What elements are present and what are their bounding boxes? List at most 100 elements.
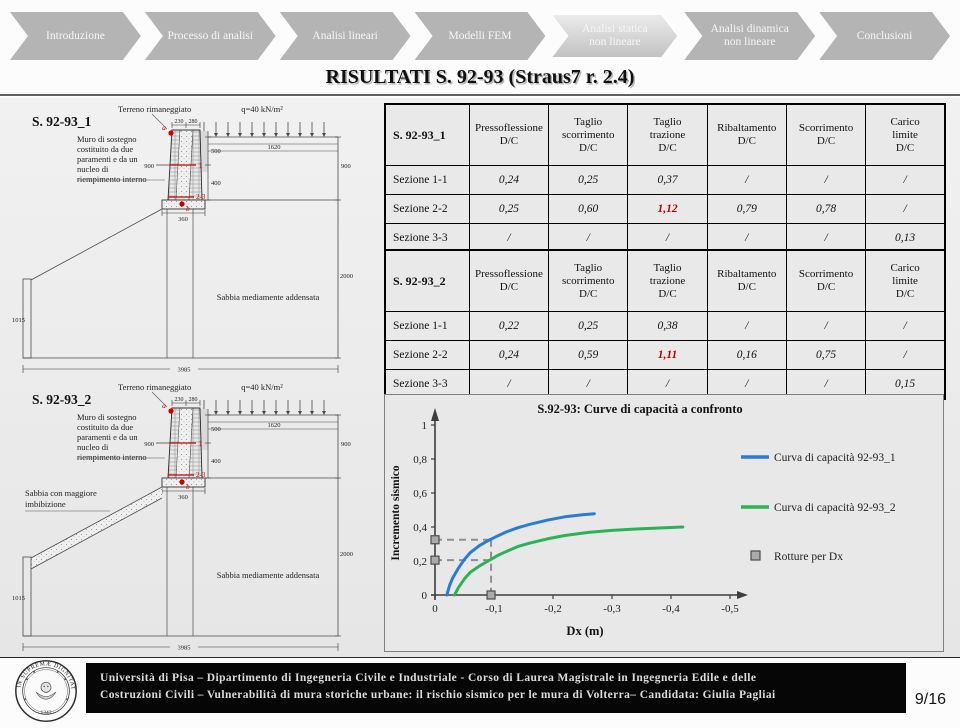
- nav-item-3: Analisi lineari: [280, 12, 411, 60]
- nav-item-label: Processo di analisi: [167, 29, 254, 42]
- footer-bar: Università di Pisa – Dipartimento di Ing…: [86, 663, 906, 713]
- value-cell: 0,16: [706, 340, 787, 370]
- column-header: Carico limite D/C: [865, 103, 946, 166]
- svg-text:q=40 kN/m²: q=40 kN/m²: [241, 104, 283, 114]
- value-cell: /: [785, 165, 867, 195]
- nav-item-label: Conclusioni: [856, 29, 913, 42]
- value-cell: 0,22: [468, 311, 550, 341]
- svg-text:2000: 2000: [340, 273, 353, 280]
- value-cell: 0,78: [785, 194, 867, 224]
- nav-item-label: Analisi dinamica non lineare: [710, 23, 789, 48]
- column-header: Taglio scorrimento D/C: [548, 103, 629, 166]
- value-cell: /: [865, 311, 946, 341]
- svg-text:b: b: [186, 204, 190, 213]
- footer-line-1: Università di Pisa – Dipartimento di Ing…: [100, 672, 757, 684]
- svg-text:-0,3: -0,3: [603, 603, 621, 615]
- svg-text:1620: 1620: [268, 144, 281, 151]
- svg-text:-0,1: -0,1: [485, 603, 502, 615]
- nav-item-7: Conclusioni: [819, 12, 950, 60]
- svg-text:230: 230: [175, 397, 184, 403]
- value-cell: /: [865, 194, 946, 224]
- svg-text:280: 280: [189, 397, 198, 403]
- value-cell: 0,79: [706, 194, 787, 224]
- svg-text:1015: 1015: [12, 595, 25, 602]
- column-header: Pressoflessione D/C: [468, 103, 550, 166]
- svg-text:costituito da due: costituito da due: [77, 144, 133, 154]
- svg-text:900: 900: [144, 441, 154, 448]
- table-name: S. 92-93_2: [384, 249, 470, 312]
- svg-text:2-3: 2-3: [196, 193, 206, 201]
- value-cell: /: [706, 311, 787, 341]
- table-row: Sezione 2-2 0,25 0,60 1,12 0,79 0,78/: [384, 194, 946, 224]
- results-table-1: S. 92-93_1 Pressoflessione D/C Taglio scor…: [384, 103, 946, 254]
- row-label: Sezione 2-2: [384, 194, 470, 224]
- nav-item-4: Modelli FEM: [415, 12, 546, 60]
- nav-item-label: Analisi lineari: [312, 29, 378, 42]
- svg-text:a: a: [162, 123, 166, 132]
- svg-text:· 1343 ·: · 1343 ·: [37, 710, 54, 716]
- svg-text:Sabbia mediamente addensata: Sabbia mediamente addensata: [217, 292, 320, 302]
- svg-text:1: 1: [199, 161, 203, 170]
- column-header: Scorrimento D/C: [785, 249, 867, 312]
- svg-text:S.92-93: Curve di capacità a c: S.92-93: Curve di capacità a confronto: [537, 402, 742, 416]
- svg-text:q=40 kN/m²: q=40 kN/m²: [241, 382, 283, 392]
- table-row: Sezione 2-2 0,24 0,59 1,11 0,16 0,75/: [384, 340, 946, 370]
- svg-text:1620: 1620: [268, 422, 281, 429]
- svg-text:0,2: 0,2: [413, 556, 427, 568]
- value-cell: /: [706, 165, 787, 195]
- nav-item-1: Introduzione: [10, 12, 141, 60]
- svg-text:Sabbia mediamente addensata: Sabbia mediamente addensata: [217, 570, 320, 580]
- svg-text:2000: 2000: [340, 551, 353, 558]
- value-cell: 0,38: [627, 311, 708, 341]
- column-header: Ribaltamento D/C: [706, 249, 787, 312]
- svg-text:0,4: 0,4: [413, 522, 427, 534]
- svg-text:400: 400: [211, 180, 221, 187]
- column-header: Taglio scorrimento D/C: [548, 249, 629, 312]
- svg-text:Rotture per Dx: Rotture per Dx: [774, 551, 843, 563]
- value-cell: 0,59: [548, 340, 629, 370]
- svg-text:riempimento interno: riempimento interno: [77, 174, 147, 184]
- svg-text:230: 230: [175, 119, 184, 125]
- column-header: Carico limite D/C: [865, 249, 946, 312]
- value-cell: /: [785, 311, 867, 341]
- table-name: S. 92-93_1: [384, 103, 470, 166]
- capacity-curves-chart: S.92-93: Curve di capacità a confronto 0 -…: [384, 394, 944, 652]
- svg-text:Muro di sostegno: Muro di sostegno: [77, 134, 137, 144]
- svg-text:3985: 3985: [178, 645, 191, 652]
- svg-text:-0,5: -0,5: [721, 603, 739, 615]
- svg-text:a: a: [162, 401, 166, 410]
- technical-drawing-section-2: S. 92-93_2 Terreno rimaneggiato q=40 kN/m²…: [12, 382, 353, 652]
- svg-text:b: b: [186, 482, 190, 491]
- value-cell: 0,37: [627, 165, 708, 195]
- svg-text:0,8: 0,8: [413, 454, 427, 466]
- nav-item-label: Modelli FEM: [448, 29, 512, 42]
- svg-text:-0,4: -0,4: [662, 603, 680, 615]
- footer-divider: [0, 657, 960, 658]
- nav-item-label: Introduzione: [46, 29, 105, 42]
- nav-item-label: Analisi statica non lineare: [582, 23, 648, 48]
- svg-text:1: 1: [199, 439, 203, 448]
- svg-text:Incremento sismico: Incremento sismico: [390, 465, 402, 561]
- value-cell: 0,25: [548, 165, 629, 195]
- svg-text:paramenti e da un: paramenti e da un: [77, 154, 138, 164]
- svg-text:400: 400: [211, 458, 221, 465]
- row-label: Sezione 2-2: [384, 340, 470, 370]
- value-cell: 0,24: [468, 165, 550, 195]
- value-cell: 0,25: [548, 311, 629, 341]
- page-title: RISULTATI S. 92-93 (Straus7 r. 2.4): [325, 66, 635, 88]
- svg-text:nucleo di: nucleo di: [77, 164, 109, 174]
- svg-text:Muro di sostegno: Muro di sostegno: [77, 412, 137, 422]
- svg-text:360: 360: [178, 494, 188, 501]
- svg-text:900: 900: [341, 163, 351, 170]
- value-cell: 0,75: [785, 340, 867, 370]
- svg-text:0: 0: [422, 590, 428, 602]
- svg-text:1015: 1015: [12, 317, 25, 324]
- value-cell: 0,60: [548, 194, 629, 224]
- column-header: Scorrimento D/C: [785, 103, 867, 166]
- technical-drawing-section-1: S. 92-93_1 Terreno rimaneggiato q=40 kN/m²…: [12, 104, 353, 374]
- svg-text:500: 500: [211, 426, 221, 433]
- column-header: Taglio trazione D/C: [627, 103, 708, 166]
- page-number: 9/16: [914, 691, 946, 708]
- slide-progress-nav: Introduzione Processo di analisi Analisi l…: [8, 12, 952, 60]
- svg-text:900: 900: [341, 441, 351, 448]
